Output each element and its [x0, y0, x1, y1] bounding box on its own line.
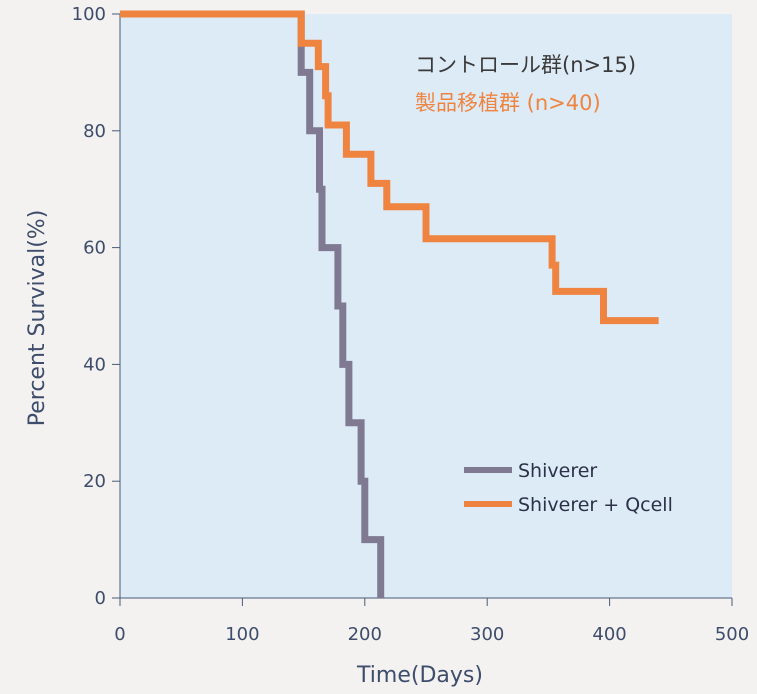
plot-area: [120, 14, 732, 598]
x-tick-label: 300: [470, 624, 504, 645]
series-line-1: [120, 10, 659, 325]
group-annotations: コントロール群(n>15) 製品移植群 (n>40): [415, 53, 636, 115]
series-line-0: [120, 10, 385, 598]
y-tick-label: 100: [72, 4, 106, 25]
y-tick-label: 0: [95, 588, 106, 609]
series-layer: [120, 10, 659, 598]
y-tick-label: 80: [83, 121, 106, 142]
legend: Shiverer Shiverer + Qcell: [464, 460, 673, 516]
x-tick-label: 500: [715, 624, 749, 645]
group-annotation: コントロール群(n>15): [415, 53, 636, 77]
x-tick-label: 0: [114, 624, 125, 645]
legend-label: Shiverer + Qcell: [518, 494, 673, 516]
y-tick-label: 40: [83, 354, 106, 375]
x-axis-label: Time(Days): [356, 663, 483, 688]
legend-label: Shiverer: [518, 460, 597, 482]
x-tick-label: 200: [348, 624, 382, 645]
y-axis-label: Percent Survival(%): [25, 210, 50, 427]
x-tick-label: 400: [592, 624, 626, 645]
axes: 0 20 40 60 80 100 0 100 200 300 400 500: [72, 4, 750, 645]
y-tick-label: 60: [83, 238, 106, 259]
y-tick-label: 20: [83, 471, 106, 492]
group-annotation: 製品移植群 (n>40): [415, 91, 601, 115]
x-tick-label: 100: [225, 624, 259, 645]
